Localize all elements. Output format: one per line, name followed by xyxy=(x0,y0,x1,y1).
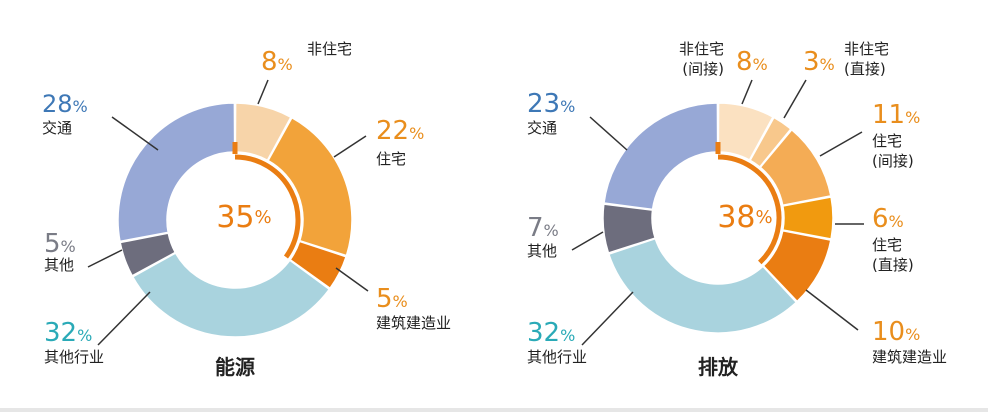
slice-label: 住宅(间接) xyxy=(872,132,914,170)
slice-label: 住宅 xyxy=(376,150,406,168)
slice-percentage: 8% xyxy=(261,47,293,77)
slice-percentage: 3% xyxy=(803,47,835,77)
donut-slice xyxy=(717,102,774,162)
building-share-arc xyxy=(234,154,301,259)
slice-percentage: 32% xyxy=(44,318,92,348)
donut-slice xyxy=(607,237,798,334)
slice-label: 建筑建造业 xyxy=(872,348,947,366)
leader-line xyxy=(257,79,269,105)
slice-label: 非住宅(直接) xyxy=(844,40,889,78)
slice-label: 交通 xyxy=(527,119,557,137)
donut-chart-2: 38% 排放 8% 非住宅(间接) 3% 非住宅(直接) 11%住宅(间接) 6%住宅(直接)… xyxy=(527,40,947,379)
leader-line xyxy=(805,289,859,331)
donut-slice xyxy=(762,229,832,303)
donut-slice xyxy=(267,116,353,257)
slice-percentage: 32% xyxy=(527,318,575,348)
slice-label: 其他 xyxy=(44,256,74,274)
leader-line xyxy=(741,79,753,105)
leader-line xyxy=(819,131,863,157)
slice-label: 非住宅(间接) xyxy=(679,40,724,78)
slice-label: 非住宅 xyxy=(307,40,352,58)
slice-label: 其他行业 xyxy=(527,348,587,366)
donut-slice xyxy=(131,252,331,338)
slice-percentage: 11% xyxy=(872,100,920,130)
leader-line xyxy=(87,249,123,268)
leader-line xyxy=(581,291,634,346)
leader-line xyxy=(783,79,807,119)
slice-percentage: 10% xyxy=(872,317,920,347)
center-percentage: 38% xyxy=(717,200,772,235)
slice-percentage: 6% xyxy=(872,204,904,234)
donut-slice xyxy=(602,203,657,254)
leader-line xyxy=(97,291,151,346)
slice-percentage: 7% xyxy=(527,213,559,243)
leader-line xyxy=(335,267,369,292)
slice-percentage: 5% xyxy=(376,284,408,314)
building-share-arc xyxy=(717,154,782,265)
slice-percentage: 5% xyxy=(44,229,76,259)
slice-label: 其他 xyxy=(527,242,557,260)
slice-label: 建筑建造业 xyxy=(376,314,451,332)
leader-line xyxy=(111,116,159,151)
chart-title: 能源 xyxy=(215,355,255,379)
slice-percentage: 8% xyxy=(736,47,768,77)
center-percentage: 35% xyxy=(216,200,271,235)
donut-slice xyxy=(782,196,834,240)
slice-percentage: 23% xyxy=(527,89,575,119)
leader-line xyxy=(589,116,628,151)
slice-percentage: 22% xyxy=(376,116,424,146)
donut-slice xyxy=(759,128,832,207)
leader-line xyxy=(333,135,367,158)
slice-percentage: 28% xyxy=(42,90,88,118)
slice-label: 住宅(直接) xyxy=(872,236,914,274)
slice-label: 其他行业 xyxy=(44,348,104,366)
donut-slice xyxy=(117,102,236,243)
chart-title: 排放 xyxy=(698,355,739,379)
bottom-divider xyxy=(0,408,988,412)
donut-slice xyxy=(234,102,292,162)
donut-slice xyxy=(603,102,719,211)
slice-label: 交通 xyxy=(42,119,72,137)
leader-line xyxy=(571,231,604,251)
